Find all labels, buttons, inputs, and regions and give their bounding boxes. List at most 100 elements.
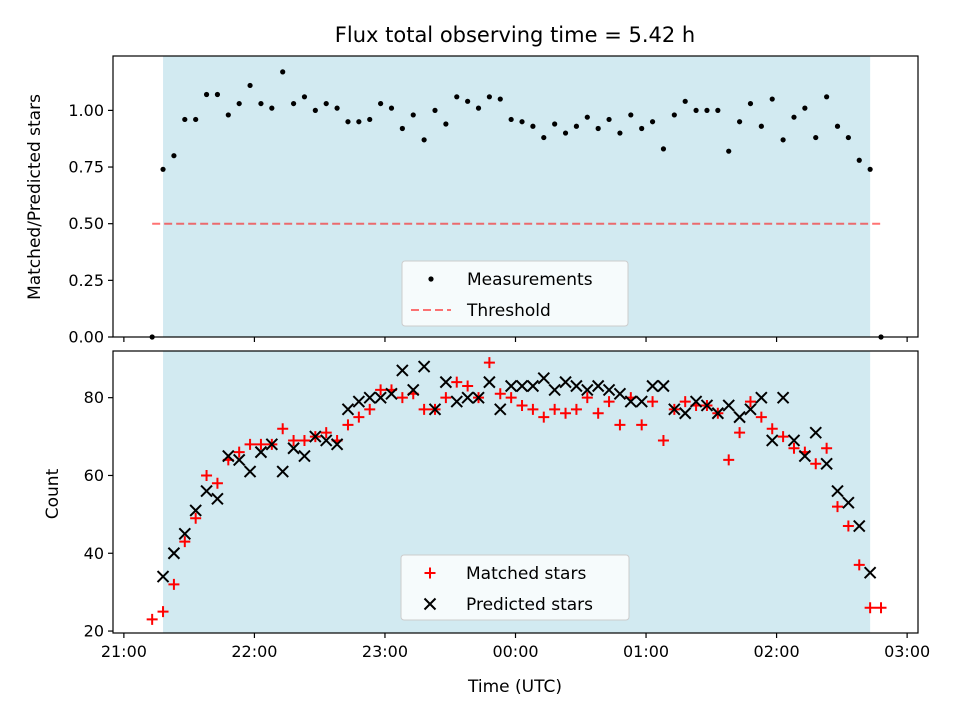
data-point — [584, 114, 590, 120]
legend-marker — [423, 597, 437, 611]
data-point — [624, 395, 638, 408]
legend-box — [400, 554, 630, 621]
data-point — [613, 387, 627, 400]
data-point — [417, 360, 431, 373]
data-point — [820, 457, 833, 471]
data-point — [168, 578, 180, 590]
bottom-x-axis-label: Time (UTC) — [467, 677, 562, 697]
data-point — [863, 566, 877, 579]
data-point — [726, 148, 732, 154]
data-point — [353, 411, 365, 423]
data-point — [516, 399, 528, 411]
data-point — [744, 396, 756, 408]
data-point — [787, 434, 801, 447]
data-point — [845, 134, 851, 141]
data-point — [700, 399, 714, 412]
data-point — [334, 105, 340, 111]
data-point — [465, 98, 471, 104]
data-point — [160, 166, 166, 172]
data-point — [581, 383, 594, 397]
data-point — [225, 112, 231, 118]
data-point — [853, 559, 865, 571]
data-point — [352, 395, 366, 408]
data-point — [364, 403, 376, 415]
data-point — [657, 379, 670, 393]
data-point — [526, 379, 540, 393]
data-point — [494, 403, 507, 416]
data-point — [214, 91, 221, 98]
data-point — [559, 375, 572, 389]
data-point — [171, 153, 177, 159]
plot-frame — [112, 55, 919, 338]
data-point — [385, 387, 398, 400]
data-point — [320, 434, 333, 447]
data-point — [788, 442, 800, 454]
legend-box — [401, 260, 629, 327]
y-tick-label: 0.25 — [68, 271, 104, 290]
y-tick-label: 80 — [84, 388, 104, 407]
data-point — [628, 112, 634, 118]
data-point — [203, 91, 210, 98]
data-point — [842, 496, 855, 509]
data-point — [595, 125, 601, 132]
data-point — [614, 419, 626, 431]
data-point — [747, 100, 754, 107]
data-point — [330, 438, 344, 451]
legend-label: Matched stars — [466, 564, 586, 584]
data-point — [639, 125, 645, 132]
data-point — [723, 454, 735, 466]
data-point — [689, 395, 703, 408]
data-point — [189, 504, 202, 517]
data-point — [711, 407, 725, 420]
data-point — [211, 492, 224, 506]
data-point — [182, 116, 188, 123]
data-point — [461, 391, 474, 404]
data-point — [508, 116, 514, 123]
data-point — [254, 445, 268, 459]
data-point — [399, 125, 405, 132]
data-point — [755, 411, 767, 423]
data-point — [367, 116, 373, 123]
data-point — [287, 442, 300, 455]
data-point — [236, 100, 242, 107]
data-point — [450, 395, 463, 408]
data-point — [734, 427, 746, 439]
data-point — [243, 465, 257, 478]
data-point — [570, 403, 582, 415]
data-point — [813, 134, 819, 141]
x-tick-label: 02:00 — [754, 642, 800, 661]
data-point — [486, 94, 492, 100]
data-point — [832, 501, 843, 513]
data-point — [562, 130, 569, 136]
data-point — [396, 364, 409, 377]
data-point — [603, 396, 615, 408]
plot-frame — [112, 350, 919, 634]
data-point — [538, 411, 550, 423]
data-point — [290, 100, 297, 107]
data-point — [733, 410, 746, 424]
data-point — [190, 512, 202, 524]
data-point — [277, 423, 289, 435]
data-point — [592, 407, 604, 419]
chart-title: Flux total observing time = 5.42 h — [335, 23, 695, 47]
data-point — [809, 426, 822, 439]
data-point — [475, 105, 482, 111]
data-point — [769, 96, 775, 102]
data-point — [570, 379, 583, 393]
bottom-y-axis-label: Count — [43, 468, 63, 519]
data-point — [581, 392, 593, 404]
data-point — [265, 438, 279, 451]
data-point — [602, 383, 616, 397]
data-point — [853, 519, 866, 533]
data-point — [280, 69, 286, 75]
data-point — [715, 107, 721, 113]
top-y-axis-label: Matched/Predicted stars — [25, 94, 45, 300]
data-point — [798, 449, 812, 463]
data-point — [374, 391, 387, 404]
legend-label: Measurements — [467, 270, 593, 290]
data-point — [867, 166, 873, 172]
data-point — [777, 431, 789, 443]
y-tick-label: 0.50 — [68, 214, 104, 233]
data-point — [744, 403, 757, 416]
data-point — [462, 380, 474, 392]
